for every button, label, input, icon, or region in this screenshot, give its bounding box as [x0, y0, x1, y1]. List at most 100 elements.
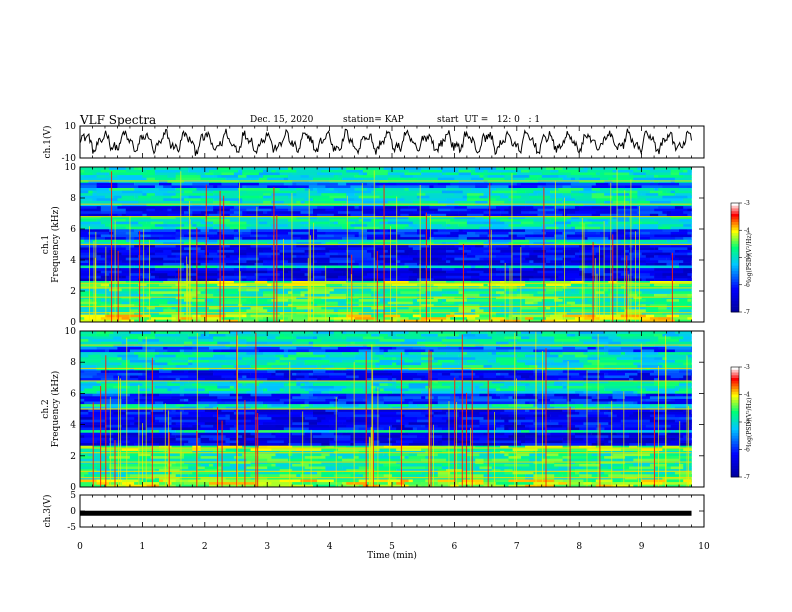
psd-cell — [109, 172, 126, 176]
psd-cell — [308, 385, 335, 389]
psd-cell — [396, 306, 409, 310]
psd-cell — [496, 306, 513, 310]
psd-cell — [159, 370, 172, 373]
psd-cell — [171, 195, 176, 199]
psd-cell — [429, 419, 447, 423]
psd-cell — [550, 260, 572, 263]
psd-cell — [375, 468, 389, 472]
psd-cell — [379, 414, 401, 418]
psd-cell — [471, 239, 488, 243]
psd-cell — [179, 474, 189, 477]
psd-cell — [175, 484, 193, 488]
psd-cell — [450, 406, 468, 410]
psd-cell — [80, 396, 102, 399]
psd-cell — [242, 172, 260, 176]
psd-cell — [238, 319, 260, 323]
colorbar-segment — [731, 224, 739, 228]
psd-cell — [288, 380, 297, 384]
psd-cell — [304, 223, 330, 227]
psd-cell — [637, 401, 651, 405]
psd-cell — [483, 414, 509, 418]
psd-cell — [392, 257, 414, 261]
psd-cell — [558, 481, 567, 485]
psd-cell — [271, 448, 297, 451]
psd-cell — [629, 403, 651, 407]
psd-cell — [487, 174, 505, 178]
psd-cell — [146, 192, 156, 196]
psd-cell — [446, 257, 455, 261]
psd-cell — [446, 260, 451, 263]
psd-cell — [583, 247, 592, 250]
psd-cell — [333, 172, 343, 176]
psd-cell — [342, 435, 351, 438]
psd-cell — [204, 218, 231, 222]
psd-cell — [437, 208, 451, 212]
psd-cell — [279, 442, 289, 446]
psd-cell — [417, 231, 422, 235]
psd-cell — [504, 471, 513, 475]
psd-cell — [583, 270, 605, 274]
psd-cell — [462, 288, 476, 292]
psd-cell — [483, 213, 501, 217]
psd-cell — [125, 247, 131, 250]
psd-cell — [400, 190, 422, 194]
psd-cell — [441, 437, 459, 441]
psd-cell — [466, 429, 476, 433]
psd-cell — [138, 427, 143, 431]
psd-cell — [575, 468, 601, 472]
psd-cell — [250, 393, 272, 397]
psd-cell — [246, 260, 264, 263]
psd-cell — [437, 167, 459, 170]
psd-cell — [229, 427, 239, 431]
psd-cell — [408, 254, 422, 258]
psd-cell — [100, 432, 114, 436]
psd-cell — [400, 174, 414, 178]
psd-cell — [313, 249, 330, 253]
psd-cell — [238, 229, 251, 232]
psd-cell — [383, 293, 393, 297]
psd-cell — [521, 319, 530, 323]
psd-cell — [570, 195, 592, 199]
psd-cell — [633, 437, 647, 441]
psd-cell — [313, 375, 318, 379]
psd-cell — [504, 316, 526, 320]
psd-cell — [84, 388, 106, 392]
psd-cell — [500, 260, 505, 263]
psd-cell — [612, 440, 638, 444]
psd-cell — [121, 383, 131, 386]
psd-cell — [629, 249, 634, 253]
psd-cell — [200, 314, 226, 318]
psd-cell — [163, 309, 176, 312]
psd-cell — [454, 314, 480, 318]
psd-cell — [275, 453, 289, 457]
psd-cell — [658, 254, 676, 258]
psd-cell — [325, 247, 347, 250]
psd-cell — [179, 377, 206, 381]
psd-cell — [421, 260, 447, 263]
psd-cell — [421, 298, 438, 302]
psd-cell — [508, 458, 518, 462]
psd-cell — [525, 383, 530, 386]
psd-cell — [96, 442, 110, 446]
psd-cell — [579, 262, 605, 266]
psd-cell — [654, 283, 680, 287]
psd-cell — [487, 252, 505, 256]
psd-cell — [429, 218, 451, 222]
psd-cell — [117, 453, 131, 457]
psd-cell — [612, 174, 617, 178]
psd-cell — [654, 275, 663, 279]
psd-cell — [263, 401, 285, 405]
psd-cell — [408, 388, 426, 392]
psd-cell — [321, 377, 347, 381]
psd-cell — [529, 453, 547, 457]
psd-cell — [204, 466, 218, 470]
psd-cell — [117, 265, 135, 269]
psd-cell — [466, 205, 488, 209]
psd-cell — [204, 390, 210, 394]
psd-cell — [404, 445, 430, 449]
psd-cell — [417, 283, 434, 287]
psd-cell — [250, 244, 272, 248]
psd-cell — [113, 234, 131, 238]
psd-cell — [408, 422, 434, 425]
psd-cell — [80, 424, 85, 428]
